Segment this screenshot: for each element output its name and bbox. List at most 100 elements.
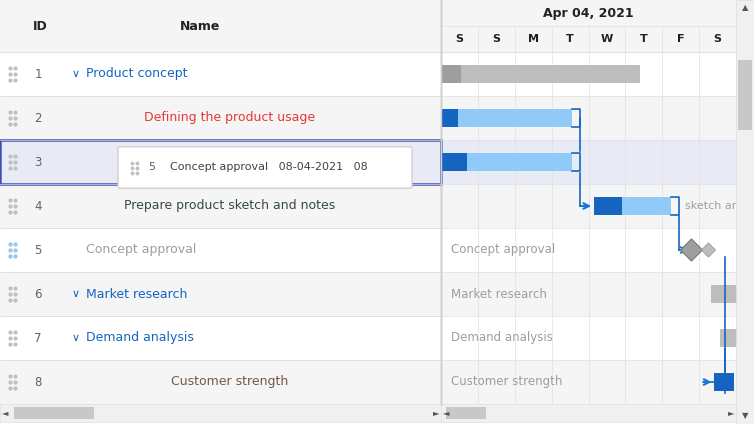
Bar <box>0 96 441 140</box>
Text: M: M <box>528 34 538 44</box>
Text: 4: 4 <box>34 200 41 212</box>
Text: 8: 8 <box>35 376 41 388</box>
Text: Prepare product sketch and notes: Prepare product sketch and notes <box>124 200 336 212</box>
Bar <box>441 360 736 404</box>
Bar <box>0 140 441 184</box>
Text: T: T <box>566 34 574 44</box>
Text: ID: ID <box>32 20 48 33</box>
Text: ►: ► <box>433 408 440 418</box>
Polygon shape <box>701 243 716 257</box>
Bar <box>736 0 754 424</box>
Bar <box>622 197 672 215</box>
Bar <box>441 272 736 316</box>
Bar <box>441 109 458 127</box>
Bar <box>441 0 754 424</box>
Bar <box>594 197 622 215</box>
Bar <box>441 228 736 272</box>
Bar <box>0 0 441 52</box>
Bar <box>441 0 736 52</box>
Text: S: S <box>455 34 464 44</box>
Bar <box>714 373 734 391</box>
Text: Concept approval: Concept approval <box>451 243 555 257</box>
Text: ▼: ▼ <box>742 412 748 421</box>
Text: F: F <box>677 34 685 44</box>
Bar <box>441 184 736 228</box>
Bar <box>0 140 441 184</box>
Bar <box>720 329 748 347</box>
Bar <box>441 316 736 360</box>
Text: ∨: ∨ <box>72 289 80 299</box>
Text: Demand analysis: Demand analysis <box>451 332 553 344</box>
Bar <box>441 153 467 171</box>
Text: ◄: ◄ <box>443 408 449 418</box>
Text: Market research: Market research <box>86 287 188 301</box>
Bar <box>458 109 572 127</box>
Text: ►: ► <box>728 408 734 418</box>
Text: ∨: ∨ <box>72 333 80 343</box>
Text: 5: 5 <box>35 243 41 257</box>
Bar <box>441 272 736 316</box>
Text: Customer strength: Customer strength <box>451 376 562 388</box>
Bar <box>441 360 736 404</box>
Text: 5: 5 <box>149 162 155 173</box>
Text: F: F <box>677 34 685 44</box>
Text: Demand analysis: Demand analysis <box>86 332 194 344</box>
Bar <box>446 407 486 419</box>
Bar <box>0 316 441 360</box>
Text: S: S <box>492 34 501 44</box>
Text: ▲: ▲ <box>742 3 748 12</box>
Bar <box>441 96 736 140</box>
Bar <box>0 228 441 272</box>
Bar <box>441 140 736 184</box>
Bar <box>736 0 754 424</box>
Bar <box>738 60 752 130</box>
Text: Apr 04, 2021: Apr 04, 2021 <box>543 6 634 20</box>
Bar <box>441 228 736 272</box>
Text: Concept approval: Concept approval <box>86 243 196 257</box>
Text: S: S <box>492 34 501 44</box>
Bar <box>461 65 640 83</box>
Text: W: W <box>601 34 613 44</box>
Bar <box>441 96 736 140</box>
Text: 1: 1 <box>34 67 41 81</box>
Bar <box>14 407 94 419</box>
Bar <box>441 65 461 83</box>
Text: W: W <box>601 34 613 44</box>
Bar <box>0 272 441 316</box>
Bar <box>441 184 736 228</box>
Bar <box>738 60 752 130</box>
Text: ◄: ◄ <box>2 408 8 418</box>
Text: 3: 3 <box>35 156 41 168</box>
Text: T: T <box>640 34 648 44</box>
Text: 2: 2 <box>34 112 41 125</box>
Bar <box>441 404 736 422</box>
Bar <box>0 404 441 422</box>
Bar <box>441 52 736 96</box>
Text: Market research: Market research <box>451 287 547 301</box>
Text: T: T <box>566 34 574 44</box>
Text: 6: 6 <box>34 287 41 301</box>
Text: M: M <box>528 34 538 44</box>
Text: T: T <box>640 34 648 44</box>
Text: ▼: ▼ <box>742 412 748 421</box>
Text: Apr 04, 2021: Apr 04, 2021 <box>543 6 634 20</box>
FancyBboxPatch shape <box>118 147 412 188</box>
Bar <box>441 316 736 360</box>
Bar <box>441 0 736 26</box>
Text: S: S <box>713 34 722 44</box>
Bar <box>467 153 572 171</box>
Bar <box>0 184 441 228</box>
Text: S: S <box>455 34 464 44</box>
Text: Defining the product usage: Defining the product usage <box>145 112 316 125</box>
Text: ∨: ∨ <box>72 69 80 79</box>
Bar <box>0 360 441 404</box>
Text: Name: Name <box>179 20 220 33</box>
Text: S: S <box>713 34 722 44</box>
Bar <box>711 285 754 303</box>
Text: ▲: ▲ <box>742 3 748 12</box>
Text: sketch and notes: sketch and notes <box>685 201 754 211</box>
Text: Defining the target audience: Defining the target audience <box>140 156 320 168</box>
Bar <box>441 52 736 96</box>
Polygon shape <box>680 239 703 261</box>
Text: Customer strength: Customer strength <box>171 376 289 388</box>
